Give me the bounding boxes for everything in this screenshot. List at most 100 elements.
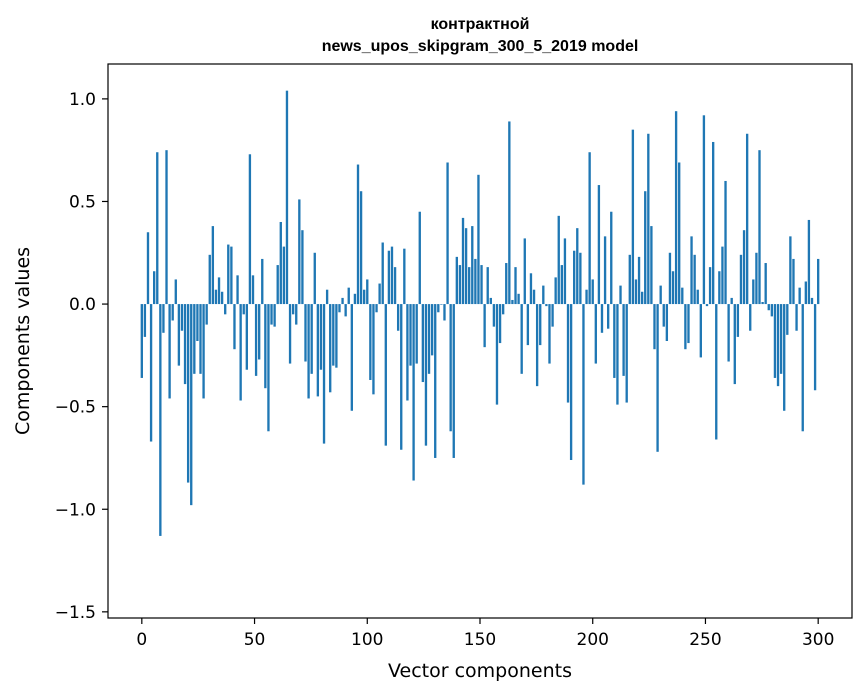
bar-25	[217, 277, 221, 305]
bar-139	[569, 304, 573, 461]
bar-176	[684, 304, 687, 350]
bar-21	[205, 304, 208, 325]
bar-34	[245, 304, 248, 370]
bar-9	[168, 304, 171, 399]
bar-137	[563, 238, 567, 305]
bar-52	[301, 230, 304, 305]
x-tick-label-3: 150	[464, 630, 496, 650]
bar-74	[369, 304, 372, 380]
y-tick-label-1: −1.0	[55, 500, 96, 520]
bar-109	[477, 174, 480, 305]
bar-30	[233, 304, 236, 350]
y-tick-label-0: −1.5	[55, 603, 96, 623]
bar-125	[526, 304, 530, 346]
bar-172	[671, 271, 675, 305]
bar-105	[464, 228, 468, 305]
bar-98	[443, 304, 446, 321]
bar-15	[186, 304, 190, 483]
bar-45	[279, 221, 282, 305]
x-axis-label: Vector components	[388, 660, 572, 682]
bar-3	[149, 304, 153, 442]
bar-61	[329, 304, 332, 393]
bar-123	[520, 304, 523, 374]
bar-65	[341, 297, 344, 305]
bar-161	[637, 256, 641, 305]
bar-185	[712, 141, 715, 305]
bar-59	[322, 304, 326, 444]
bar-83	[396, 304, 400, 331]
bar-23	[211, 226, 215, 305]
bar-157	[625, 304, 628, 403]
bar-69	[353, 293, 357, 305]
bar-149	[600, 304, 604, 333]
bar-169	[662, 304, 665, 327]
bar-57	[316, 304, 320, 397]
bar-213	[798, 287, 801, 305]
bar-71	[359, 191, 363, 305]
bar-197	[749, 304, 752, 331]
bar-4	[153, 271, 156, 305]
bar-114	[492, 304, 496, 327]
x-tick-label-5: 250	[689, 630, 721, 650]
bar-189	[724, 180, 727, 305]
bar-135	[557, 215, 560, 305]
bar-196	[745, 133, 749, 305]
bar-129	[539, 304, 542, 346]
bar-219	[817, 258, 820, 305]
bar-150	[603, 236, 607, 305]
bar-175	[681, 287, 684, 305]
bar-27	[224, 304, 227, 315]
bar-195	[742, 230, 746, 305]
bar-72	[363, 289, 366, 305]
bar-33	[242, 304, 245, 315]
bar-37	[254, 304, 258, 376]
bar-134	[554, 277, 557, 305]
bar-28	[227, 244, 230, 305]
bar-190	[727, 304, 730, 362]
x-tick-label-4: 200	[577, 630, 609, 650]
bar-194	[739, 254, 743, 305]
bar-153	[613, 304, 616, 378]
bar-40	[264, 304, 267, 389]
bar-183	[705, 304, 709, 307]
bar-1	[143, 304, 147, 337]
bar-200	[758, 150, 761, 305]
bar-13	[180, 304, 184, 331]
y-axis-ticks: −1.5 −1.0 −0.5 0.0 0.5 1.0	[55, 90, 108, 623]
bar-29	[230, 246, 233, 305]
bar-99	[446, 162, 449, 305]
bar-168	[659, 285, 662, 305]
bar-124	[523, 238, 526, 305]
bar-205	[773, 304, 777, 378]
bar-88	[412, 304, 415, 481]
bar-35	[248, 154, 252, 305]
bar-19	[199, 304, 202, 374]
bar-5	[156, 152, 159, 305]
bar-53	[304, 304, 307, 362]
bar-84	[400, 304, 403, 450]
bar-55	[310, 304, 313, 374]
x-tick-label-2: 100	[351, 630, 383, 650]
bar-41	[267, 304, 270, 432]
bar-106	[468, 267, 471, 305]
bar-2	[146, 232, 150, 305]
bars-group	[140, 90, 820, 536]
bar-87	[409, 304, 412, 366]
bar-32	[239, 304, 242, 401]
bar-104	[461, 217, 465, 305]
bar-36	[251, 275, 255, 305]
bar-78	[381, 242, 384, 305]
bar-122	[517, 293, 520, 305]
bar-38	[258, 304, 261, 360]
bar-56	[313, 252, 316, 305]
bar-148	[597, 185, 601, 305]
bar-44	[276, 265, 279, 305]
bar-128	[535, 304, 539, 387]
bar-166	[653, 304, 656, 350]
bar-31	[236, 275, 239, 305]
bar-180	[696, 289, 699, 305]
bar-208	[783, 304, 786, 411]
bar-215	[804, 281, 807, 305]
bar-199	[755, 252, 758, 305]
bar-210	[789, 236, 792, 305]
